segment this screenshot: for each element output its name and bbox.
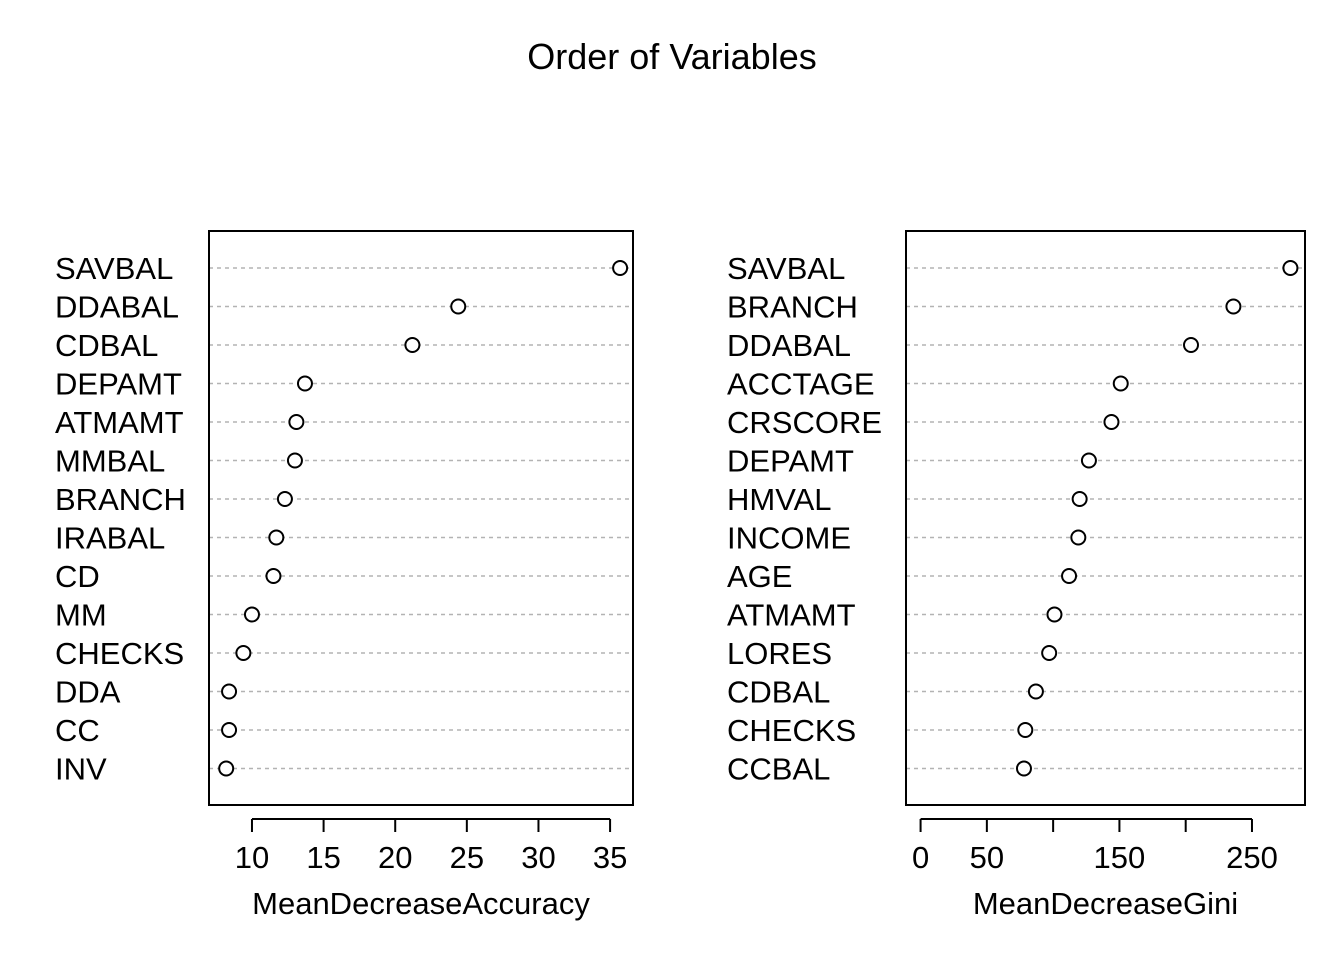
gini-point: [1080, 452, 1097, 469]
gini-point: [1041, 645, 1058, 661]
gini-point: [1046, 606, 1063, 623]
accuracy-point: [296, 375, 313, 392]
gini-row-label: DEPAMT: [727, 444, 854, 479]
accuracy-point: [243, 606, 260, 623]
gini-point: [1061, 568, 1078, 584]
accuracy-point: [286, 452, 303, 469]
accuracy-point: [450, 298, 467, 315]
gini-row-label: AGE: [727, 559, 792, 594]
gini-row-label: CDBAL: [727, 675, 830, 710]
gini-row-label: CRSCORE: [727, 405, 882, 440]
gini-row-label: ATMAMT: [727, 598, 856, 633]
gini-x-tick-label: 0: [912, 840, 929, 875]
gini-x-tick-label: 250: [1226, 840, 1278, 875]
accuracy-x-tick-label: 10: [235, 840, 269, 875]
accuracy-row-label: IRABAL: [55, 521, 165, 556]
accuracy-point: [221, 722, 238, 738]
gini-row-label: BRANCH: [727, 290, 858, 325]
accuracy-x-tick-label: 15: [306, 840, 340, 875]
accuracy-point: [235, 645, 252, 661]
accuracy-row-label: MMBAL: [55, 444, 165, 479]
accuracy-x-tick-label: 30: [521, 840, 555, 875]
accuracy-row-label: CD: [55, 559, 100, 594]
accuracy-row-label: DDABAL: [55, 290, 179, 325]
gini-x-tick-label: 150: [1094, 840, 1146, 875]
gini-row-label: INCOME: [727, 521, 851, 556]
gini-point: [1112, 375, 1129, 392]
accuracy-point: [276, 491, 293, 507]
accuracy-x-tick-label: 20: [378, 840, 412, 875]
accuracy-row-label: DEPAMT: [55, 367, 182, 402]
gini-point: [1017, 722, 1034, 738]
accuracy-row-label: CHECKS: [55, 636, 184, 671]
accuracy-point: [288, 414, 305, 430]
accuracy-point: [404, 337, 421, 353]
gini-x-tick-label: 50: [970, 840, 1004, 875]
accuracy-point: [268, 529, 285, 546]
accuracy-x-tick-label: 35: [593, 840, 627, 875]
gini-row-label: CHECKS: [727, 713, 856, 748]
accuracy-plot-frame: [208, 230, 634, 806]
gini-plot-frame: [905, 230, 1306, 806]
gini-point: [1282, 260, 1299, 276]
accuracy-x-tick-label: 25: [450, 840, 484, 875]
accuracy-row-label: DDA: [55, 675, 121, 710]
accuracy-row-label: SAVBAL: [55, 251, 173, 286]
chart-title: Order of Variables: [527, 36, 816, 77]
gini-row-label: SAVBAL: [727, 251, 845, 286]
gini-row-label: ACCTAGE: [727, 367, 875, 402]
gini-point: [1183, 337, 1199, 353]
gini-point: [1071, 491, 1088, 507]
accuracy-point: [265, 568, 282, 584]
gini-row-label: DDABAL: [727, 328, 851, 363]
gini-point: [1103, 414, 1120, 430]
gini-row-label: CCBAL: [727, 752, 830, 787]
accuracy-row-label: ATMAMT: [55, 405, 184, 440]
gini-row-label: LORES: [727, 636, 832, 671]
gini-point: [1015, 760, 1032, 777]
gini-x-axis-title: MeanDecreaseGini: [973, 886, 1238, 921]
gini-row-label: HMVAL: [727, 482, 832, 517]
accuracy-row-label: MM: [55, 598, 107, 633]
accuracy-row-label: CDBAL: [55, 328, 158, 363]
accuracy-x-axis-title: MeanDecreaseAccuracy: [252, 886, 590, 921]
gini-point: [1070, 529, 1087, 546]
accuracy-point: [612, 260, 629, 276]
gini-point: [1027, 683, 1044, 700]
accuracy-row-label: INV: [55, 752, 107, 787]
accuracy-point: [221, 683, 238, 700]
accuracy-row-label: BRANCH: [55, 482, 186, 517]
accuracy-row-label: CC: [55, 713, 100, 748]
gini-point: [1225, 298, 1242, 315]
accuracy-point: [218, 760, 235, 777]
